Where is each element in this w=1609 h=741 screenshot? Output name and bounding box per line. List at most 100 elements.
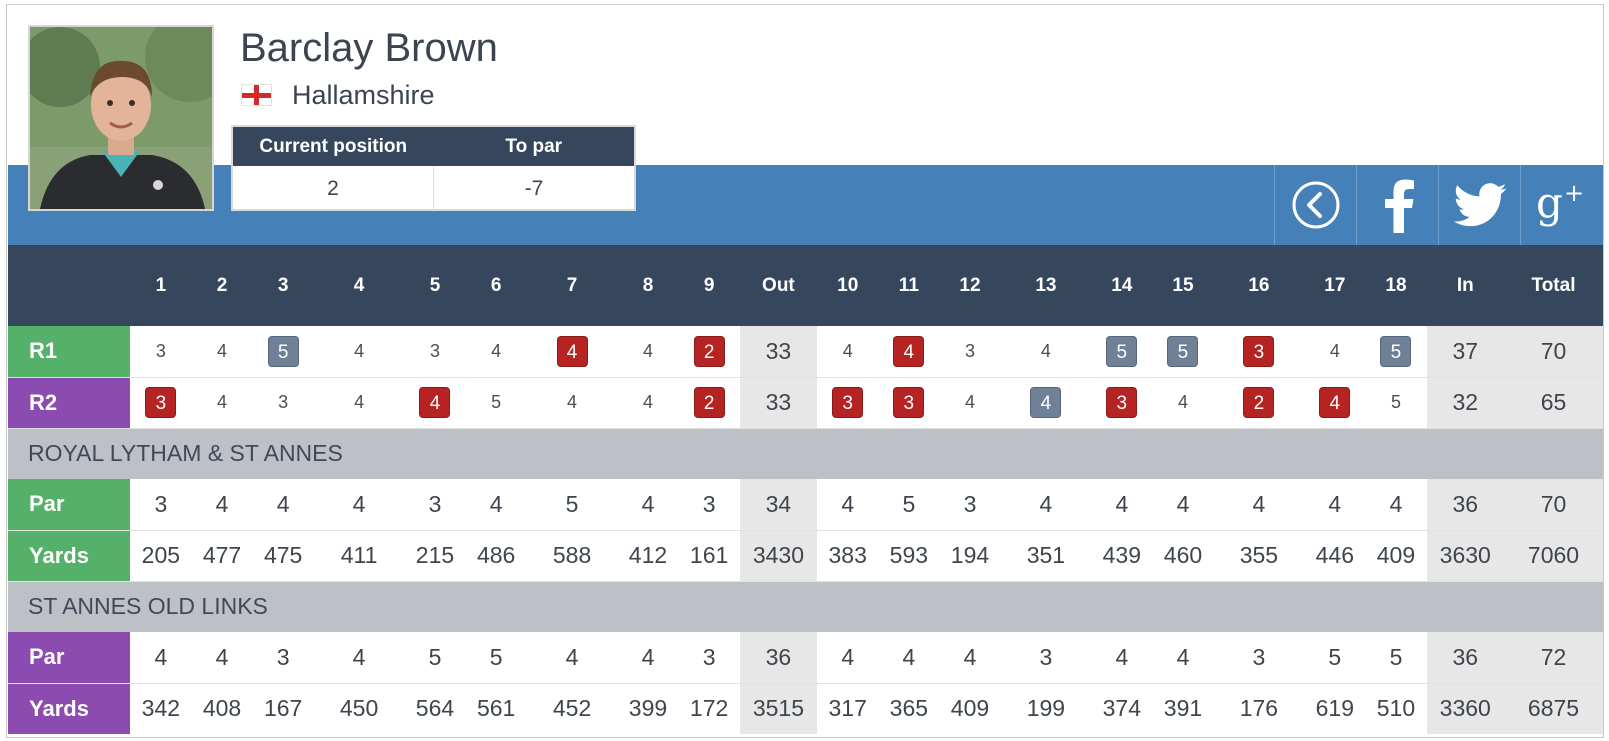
current-position-value: 2 (327, 176, 339, 200)
scorecard-body: R1 3 4 5 4 3 4 4 4 2 33 4 4 3 4 5 5 3 4 5 37 70 R2 3 4 3 4 4 5 4 4 2 33 3… (8, 326, 1603, 734)
back-arrow-icon (1292, 181, 1339, 229)
yards-label: Yards (8, 683, 131, 734)
hole-9-cell: 161 (678, 530, 740, 582)
birdie-badge: 3 (1243, 335, 1275, 367)
out-total-cell: 34 (739, 479, 818, 531)
hole-13-cell: 199 (1026, 695, 1066, 722)
player-photo (28, 25, 214, 211)
hole-11-cell: 365 (889, 695, 929, 722)
hole-1-cell: 3 (130, 479, 192, 531)
hole-2-cell: 477 (191, 530, 253, 582)
hole-11-cell: 5 (878, 479, 940, 531)
facebook-share-button[interactable] (1356, 165, 1438, 245)
hole-3-cell: 475 (252, 530, 314, 582)
birdie-badge: 3 (1106, 387, 1138, 418)
hole-9-cell: 3 (678, 479, 740, 531)
grand-total-cell: 72 (1503, 632, 1603, 684)
birdie-badge: 3 (145, 387, 177, 418)
birdie-badge: 4 (893, 335, 925, 367)
hole-18-cell: 4 (1365, 479, 1427, 531)
hole-17-cell: 619 (1315, 695, 1354, 722)
hole-10-cell: 4 (817, 479, 879, 531)
hole-15-cell: 4 (1152, 479, 1214, 531)
birdie-badge: 2 (693, 387, 725, 418)
hole-16-cell: 3 (1213, 326, 1305, 378)
grand-total-cell: 70 (1503, 479, 1603, 531)
hole-4-cell: 4 (313, 479, 405, 531)
hole-8-cell: 4 (617, 326, 679, 378)
column-header: 11 (878, 245, 940, 326)
hole-18-cell: 510 (1376, 695, 1416, 722)
out-total-cell: 36 (739, 632, 818, 684)
hole-11-cell: 593 (878, 530, 940, 582)
hole-17-cell: 4 (1304, 326, 1366, 378)
hole-14-cell: 3 (1091, 377, 1153, 429)
hole-4-cell: 4 (313, 377, 405, 429)
twitter-share-button[interactable] (1438, 165, 1520, 245)
hole-2-cell: 4 (191, 326, 253, 378)
hole-16-cell: 2 (1213, 377, 1305, 429)
hole-1-cell: 3 (130, 377, 192, 429)
hole-15-cell: 5 (1152, 326, 1214, 378)
hole-2-cell: 408 (202, 695, 242, 722)
hole-2-cell: 4 (191, 479, 253, 531)
bogey-badge: 4 (1030, 387, 1062, 418)
hole-6-cell: 561 (476, 695, 516, 722)
hole-10-cell: 3 (817, 377, 879, 429)
birdie-badge: 4 (1319, 387, 1351, 418)
google-plus-share-button[interactable]: g + (1520, 165, 1603, 245)
column-header: 1 (130, 245, 192, 326)
hole-10-cell: 4 (817, 326, 879, 378)
hole-11-cell: 4 (878, 632, 940, 684)
column-header: 14 (1091, 245, 1153, 326)
hole-7-cell: 452 (552, 695, 592, 722)
hole-5-cell: 564 (415, 695, 455, 722)
par-row: Par 3 4 4 4 3 4 5 4 3 34 4 5 3 4 4 4 4 4 4 36 70 (8, 479, 1603, 531)
hole-1-cell: 4 (130, 632, 192, 684)
column-header: 10 (817, 245, 879, 326)
column-header: 2 (191, 245, 253, 326)
hole-12-cell: 3 (939, 479, 1001, 531)
hole-13-cell: 3 (1000, 632, 1092, 684)
column-header: 12 (939, 245, 1001, 326)
hole-1-cell: 342 (141, 695, 181, 722)
in-total-cell: 3630 (1426, 530, 1504, 582)
hole-12-cell: 194 (939, 530, 1001, 582)
course-name: ST ANNES OLD LINKS (8, 581, 1603, 632)
column-header: 3 (252, 245, 314, 326)
grand-total-cell: 65 (1503, 377, 1603, 429)
hole-13-cell: 351 (1000, 530, 1092, 582)
hole-17-cell: 446 (1304, 530, 1366, 582)
hole-5-cell: 5 (404, 632, 466, 684)
column-header: 7 (526, 245, 618, 326)
birdie-badge: 2 (693, 335, 725, 367)
back-button[interactable] (1274, 165, 1356, 245)
hole-2-cell: 4 (191, 632, 253, 684)
hole-8-cell: 4 (617, 632, 679, 684)
hole-12-cell: 409 (950, 695, 990, 722)
column-header: 13 (1000, 245, 1092, 326)
hole-14-cell: 374 (1102, 695, 1142, 722)
hole-6-cell: 4 (465, 479, 527, 531)
position-summary-values: 2 -7 (233, 166, 634, 211)
hole-8-cell: 399 (628, 695, 668, 722)
position-summary-header: Current position To par (233, 127, 634, 166)
grand-total-cell: 7060 (1503, 530, 1603, 582)
column-header: 18 (1365, 245, 1427, 326)
hole-7-cell: 4 (526, 326, 618, 378)
hole-7-cell: 588 (526, 530, 618, 582)
column-header: 6 (465, 245, 527, 326)
hole-18-cell: 409 (1365, 530, 1427, 582)
out-total-cell: 3430 (739, 530, 818, 582)
birdie-badge: 3 (832, 387, 864, 418)
hole-1-cell: 205 (130, 530, 192, 582)
in-total-cell: 32 (1426, 377, 1504, 429)
column-header: 17 (1304, 245, 1366, 326)
birdie-badge: 3 (893, 387, 925, 418)
round-row: R2 3 4 3 4 4 5 4 4 2 33 3 3 4 4 3 4 2 4 5 32 65 (8, 377, 1603, 429)
hole-17-cell: 5 (1304, 632, 1366, 684)
in-total-cell: 37 (1426, 326, 1504, 378)
in-total-cell: 3360 (1426, 683, 1504, 734)
round-label: R2 (8, 377, 131, 429)
hole-3-cell: 3 (252, 632, 314, 684)
